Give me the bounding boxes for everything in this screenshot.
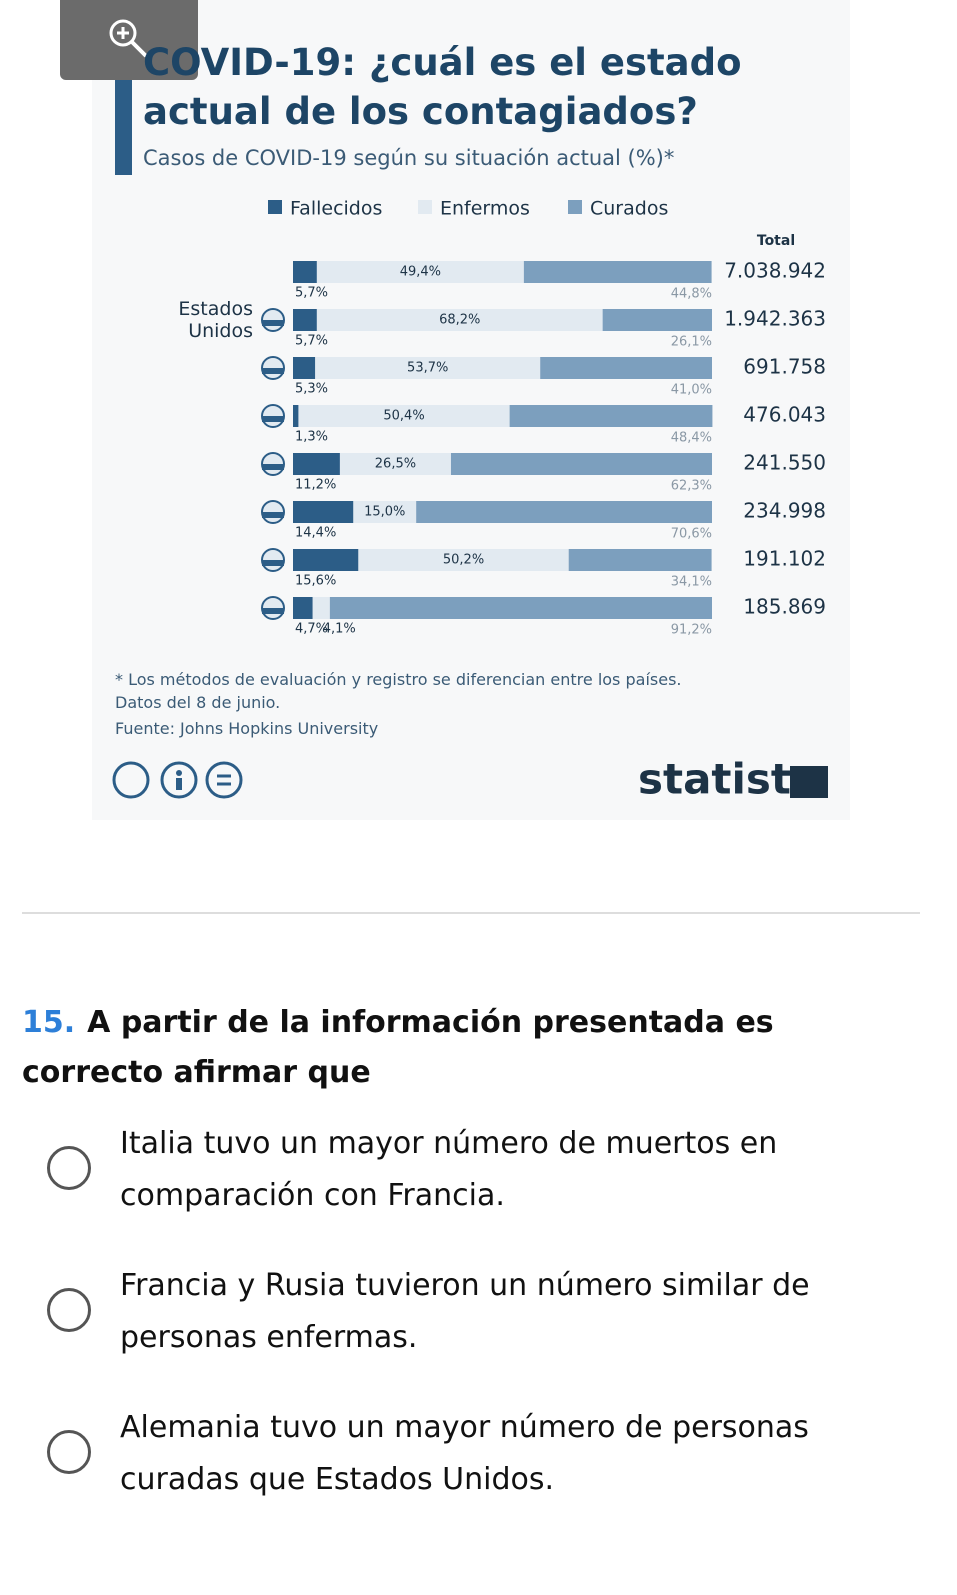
- bar-segment: [312, 597, 330, 619]
- value-label: 4,7%: [295, 622, 328, 637]
- bar-segment: [293, 453, 340, 475]
- title-accent: [115, 60, 132, 175]
- radio[interactable]: [47, 1146, 91, 1190]
- value-label: 41,0%: [671, 383, 712, 398]
- value-label: 44,8%: [671, 287, 712, 302]
- value-label: 4,1%: [323, 622, 356, 637]
- bar-segment: [329, 597, 712, 619]
- bar-segment: [293, 405, 299, 427]
- flag: [262, 608, 284, 614]
- legend-swatch: [568, 200, 582, 214]
- total-label: 241.550: [743, 451, 826, 475]
- bar-segment: [358, 549, 569, 571]
- zoom-button[interactable]: [60, 0, 198, 80]
- bar-segment: [450, 453, 712, 475]
- category-label: Estados Unidos: [178, 298, 253, 342]
- total-label: 234.998: [743, 499, 826, 523]
- option[interactable]: Francia y Rusia tuvieron un número simil…: [120, 1268, 810, 1355]
- bar-segment: [293, 261, 317, 283]
- value-label: 62,3%: [671, 479, 712, 494]
- radio[interactable]: [47, 1288, 91, 1332]
- flag: [262, 320, 284, 326]
- bar-segment: [315, 357, 541, 379]
- value-label: 5,3%: [295, 382, 328, 397]
- question: 15. A partir de la información presentada…: [22, 998, 922, 1098]
- bar-segment: [316, 309, 603, 331]
- total-label: 691.758: [743, 355, 826, 379]
- brand-logo: [790, 766, 828, 798]
- value-label: 50,4%: [383, 409, 424, 424]
- radio[interactable]: [47, 1430, 91, 1474]
- zoom-icon: [109, 19, 148, 58]
- total-label: 476.043: [743, 403, 826, 427]
- value-label: 34,1%: [671, 575, 712, 590]
- bar-segment: [540, 357, 712, 379]
- value-label: 5,7%: [295, 334, 328, 349]
- bar-segment: [293, 597, 313, 619]
- bar-segment: [416, 501, 712, 523]
- legend-label: Enfermos: [440, 198, 530, 220]
- value-label: 26,5%: [375, 457, 416, 472]
- value-label: 53,7%: [407, 361, 448, 376]
- chart-subtitle: Casos de COVID-19 según su situación act…: [143, 146, 675, 170]
- option[interactable]: Alemania tuvo un mayor número de persona…: [120, 1410, 809, 1497]
- value-label: 49,4%: [400, 265, 441, 280]
- separator: [22, 912, 920, 914]
- bar-segment: [316, 261, 524, 283]
- bar-segment: [602, 309, 712, 331]
- chart: statista Fallecidos Enfermos Curados Total 5…: [112, 60, 828, 804]
- total-label: 191.102: [743, 547, 826, 571]
- option[interactable]: Italia tuvo un mayor número de muertos e…: [120, 1126, 778, 1213]
- bar-segment: [293, 309, 317, 331]
- footnote: Datos del 8 de junio.: [115, 693, 281, 712]
- legend-label: Fallecidos: [290, 198, 382, 220]
- bar-segment: [298, 405, 510, 427]
- question-text: A partir de la información presentada es…: [22, 1005, 774, 1090]
- flag: [262, 464, 284, 470]
- legend-swatch: [418, 200, 432, 214]
- value-label: 70,6%: [671, 527, 712, 542]
- flag: [262, 512, 284, 518]
- value-label: 68,2%: [439, 313, 480, 328]
- flag: [262, 416, 284, 422]
- legend-swatch: [268, 200, 282, 214]
- bar-segment: [523, 261, 712, 283]
- value-label: 26,1%: [671, 335, 712, 350]
- cc-icons: [112, 761, 243, 799]
- value-label: 1,3%: [295, 430, 328, 445]
- question-number: 15.: [22, 1005, 76, 1040]
- source: Fuente: Johns Hopkins University: [115, 719, 379, 738]
- brand: statista: [638, 755, 819, 804]
- value-label: 48,4%: [671, 431, 712, 446]
- value-label: 5,7%: [295, 286, 328, 301]
- total-label: 7.038.942: [724, 259, 826, 283]
- chart-title: COVID-19: ¿cuál es el estado actual de l…: [143, 41, 742, 133]
- value-label: 14,4%: [295, 526, 336, 541]
- bar-segment: [293, 501, 354, 523]
- value-label: 15,0%: [364, 505, 405, 520]
- bar-segment: [353, 501, 417, 523]
- bar-segment: [568, 549, 712, 571]
- flag: [262, 368, 284, 374]
- bar-segment: [509, 405, 713, 427]
- bar-segment: [339, 453, 451, 475]
- total-label: 1.942.363: [724, 307, 826, 331]
- footnote: * Los métodos de evaluación y registro s…: [115, 670, 682, 689]
- total-header: Total: [757, 233, 795, 249]
- legend-label: Curados: [590, 198, 668, 220]
- value-label: 50,2%: [443, 553, 484, 568]
- bar-segment: [293, 549, 359, 571]
- value-label: 91,2%: [671, 623, 712, 638]
- total-label: 185.869: [743, 595, 826, 619]
- bar-segment: [293, 357, 316, 379]
- flag: [262, 560, 284, 566]
- value-label: 11,2%: [295, 478, 336, 493]
- value-label: 15,6%: [295, 574, 336, 589]
